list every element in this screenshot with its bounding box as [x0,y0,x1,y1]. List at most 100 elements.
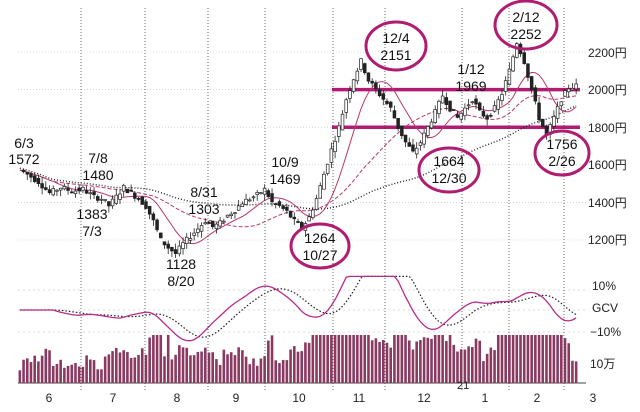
volume-bar [552,335,556,383]
volume-bar [422,337,426,383]
candle-body [529,76,534,90]
gcv-line [19,275,577,342]
candle-body [470,101,475,104]
annotation-label: 1969 [455,78,486,94]
candle-body [166,243,170,249]
volume-bar [40,355,44,383]
volume-bar [29,362,33,383]
volume-bar [348,335,352,383]
candle-body [496,99,501,110]
volume-bar [356,335,359,383]
candle-body [492,105,497,112]
candle-body [81,186,85,191]
candle-body [374,82,378,89]
candle-body [184,236,189,244]
volume-bar [70,364,74,383]
volume-bar [192,355,196,383]
annotation-circle [289,222,351,270]
candle-body [351,79,356,92]
candle-body [400,125,404,137]
volume-bar [259,358,263,383]
volume-bar [471,347,474,383]
annotation-label: 1480 [82,167,113,183]
volume-bar [485,353,489,383]
annotation-circle [533,129,591,177]
volume-bar [222,349,226,383]
candle-body [348,90,352,99]
candle-body [574,83,578,90]
candle-body [25,172,30,175]
candle-body [440,95,445,104]
candle-body [244,198,248,205]
annotation-label: 2151 [380,47,411,63]
volume-bar [419,340,422,383]
candle-body [196,228,200,233]
volume-bar [189,355,192,383]
volume-bar [393,335,396,383]
candle-body [322,173,326,190]
candle-body [485,115,489,120]
candle-body [466,104,471,107]
candle-body [314,198,319,210]
volume-bar [181,347,185,383]
candle-body [125,188,130,194]
volume-bar [474,338,478,383]
candle-body [40,183,44,189]
annotation-label: 7/3 [82,223,102,239]
volume-bar [522,335,526,383]
volume-bar [129,357,133,383]
volume-bar [226,354,229,383]
candle-body [570,88,575,91]
volume-bar [229,352,233,383]
candle-body [426,126,430,136]
volume-bar [59,359,62,383]
volume-bar [118,352,122,383]
candle-body [463,107,467,117]
volume-bar [378,341,381,383]
candle-body [285,206,289,211]
candle-body [92,191,96,196]
candle-body [129,189,133,192]
volume-bar [318,335,322,383]
volume-bar [415,341,418,383]
volume-bar [96,369,100,383]
volume-bar [459,349,463,383]
gcv-indicator [19,275,577,342]
month-label: 9 [233,391,240,405]
volume-bar [307,342,311,383]
volume-bar [55,363,59,383]
candle-body [522,52,526,64]
volume-bar [385,342,389,383]
volume-bar [63,367,66,383]
month-label: 3 [590,391,597,405]
candle-body [474,98,478,105]
candle-body [110,198,115,207]
price-tick-label: 1200円 [588,233,627,247]
candle-body [88,192,93,195]
volume-bar [248,364,252,383]
candle-body [114,194,119,204]
volume-bar [33,355,36,383]
volume-bar [270,335,274,383]
candle-body [288,210,293,218]
candle-body [84,190,89,194]
candle-body [118,193,122,200]
candle-body [359,58,363,70]
volume-bar [51,365,55,383]
annotation-label: 1/12 [457,61,484,77]
candle-body [29,173,33,178]
volume-bar [152,335,155,383]
candle-body [107,201,111,207]
volume-bar [304,342,307,383]
volume-bar [467,346,470,383]
volume-bar [244,356,248,383]
annotation-label: 12/30 [431,170,466,186]
candle-body [170,247,174,252]
annotation-label: 1664 [433,153,464,169]
volume-bar [478,340,482,383]
candle-body [337,125,341,137]
candle-body [251,196,256,199]
candle-body [147,205,152,215]
volume-bar [456,351,459,383]
